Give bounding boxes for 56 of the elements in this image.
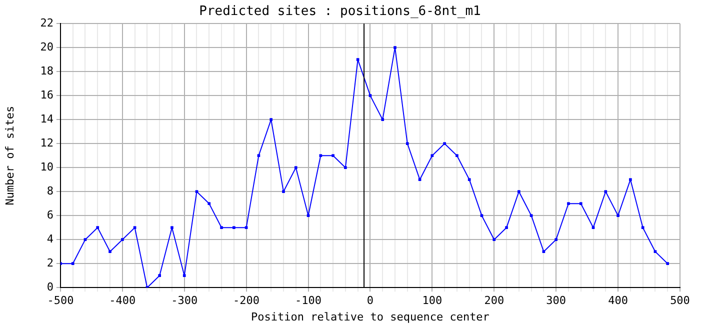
x-tick-label: -100	[295, 294, 322, 308]
point	[381, 118, 384, 122]
point	[71, 262, 74, 266]
x-tick-label: 400	[608, 294, 628, 308]
point	[492, 238, 496, 242]
x-tick-label: -300	[171, 294, 198, 308]
y-tick-label: 6	[46, 208, 54, 222]
point	[294, 166, 298, 170]
y-axis-title: Number of sites	[3, 106, 16, 206]
point	[604, 190, 608, 194]
x-tick-label: -400	[109, 294, 136, 308]
point	[120, 238, 124, 242]
point	[480, 214, 484, 218]
y-tick-label: 18	[40, 64, 54, 78]
point	[244, 226, 248, 230]
y-tick-label: 16	[40, 88, 54, 102]
point	[468, 178, 471, 182]
point	[666, 262, 670, 266]
point	[96, 226, 100, 230]
point	[195, 190, 198, 194]
x-axis-title: Position relative to sequence center	[251, 310, 490, 324]
y-tick-label: 20	[40, 40, 54, 54]
y-tick-label: 22	[40, 16, 54, 30]
y-tick-label: 10	[40, 160, 54, 174]
point	[579, 202, 582, 206]
x-tick-label: 100	[422, 294, 442, 308]
point	[530, 214, 533, 218]
y-tick-label: 8	[46, 184, 54, 198]
x-tick-label: -500	[47, 294, 74, 308]
point	[654, 250, 657, 254]
point	[319, 154, 322, 158]
y-tick-label: 14	[40, 112, 54, 126]
x-tick-label: 200	[484, 294, 504, 308]
point	[356, 58, 360, 62]
y-tick-label: 12	[40, 136, 54, 150]
point	[84, 238, 87, 242]
y-tick-label: 2	[46, 256, 54, 270]
point	[641, 226, 644, 230]
point	[542, 250, 546, 254]
y-tick-label: 0	[46, 280, 54, 294]
point	[368, 94, 372, 98]
point	[418, 178, 422, 182]
point	[257, 154, 260, 158]
point	[306, 214, 310, 218]
chart-title: Predicted sites : positions_6-8nt_m1	[199, 4, 481, 20]
x-tick-label: 500	[670, 294, 690, 308]
point	[592, 226, 595, 230]
y-tick-label: 4	[46, 232, 54, 246]
point	[182, 274, 186, 278]
x-tick-label: -200	[233, 294, 260, 308]
point	[406, 142, 409, 146]
point	[133, 226, 136, 230]
x-tick-label: 300	[546, 294, 566, 308]
point	[208, 202, 211, 206]
point	[430, 154, 434, 158]
x-tick-label: 0	[366, 294, 374, 308]
